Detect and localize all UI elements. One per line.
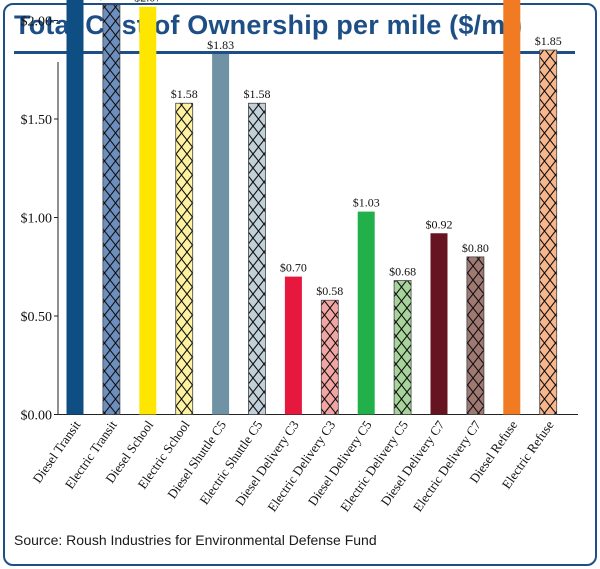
bar-value-label: $1.58	[244, 87, 271, 101]
category-label: Electric Delivery C5	[337, 418, 411, 515]
bar-3	[175, 102, 194, 415]
bar-7	[320, 299, 339, 415]
bar-value-label: $1.83	[207, 38, 234, 52]
bar-value-label: $1.85	[535, 34, 562, 48]
bar-0	[66, 0, 84, 415]
source-note: Source: Roush Industries for Environment…	[14, 532, 377, 548]
y-tick-label: $1.00	[21, 212, 53, 227]
bar-8	[357, 211, 375, 415]
category-label: Electric Delivery C7	[410, 417, 484, 514]
bar-11	[466, 256, 485, 415]
y-tick-label: $0.00	[21, 409, 53, 424]
bar-value-label: $1.58	[171, 87, 198, 101]
bar-value-label: $2.07	[134, 0, 161, 5]
bar-value-label: $0.58	[316, 284, 343, 298]
bar-value-label: $0.68	[389, 265, 416, 279]
bar-6	[284, 276, 302, 415]
bar-1	[102, 4, 121, 415]
bar-9	[393, 280, 412, 415]
bar-5	[248, 102, 266, 415]
bar-value-label: $2.08	[98, 0, 125, 3]
title-divider	[14, 51, 575, 54]
y-tick-label: $2.00	[21, 15, 53, 30]
bar-value-label: $0.80	[462, 241, 489, 255]
bar-value-label: $1.03	[353, 196, 380, 210]
chart-title: Total Cost of Ownership per mile ($/mi)	[14, 10, 523, 40]
bar-2	[139, 6, 157, 415]
bar-4	[212, 53, 230, 415]
y-tick-label: $0.50	[21, 310, 53, 325]
category-label: Diesel Delivery C7	[378, 417, 448, 508]
bar-value-label: $0.92	[426, 217, 453, 231]
bar-value-label: $0.70	[280, 261, 307, 275]
y-tick-label: $1.50	[21, 113, 53, 128]
bar-10	[430, 233, 448, 415]
category-label: Electric Delivery C3	[264, 418, 338, 515]
bar-12	[503, 0, 521, 415]
bar-13	[539, 49, 558, 415]
